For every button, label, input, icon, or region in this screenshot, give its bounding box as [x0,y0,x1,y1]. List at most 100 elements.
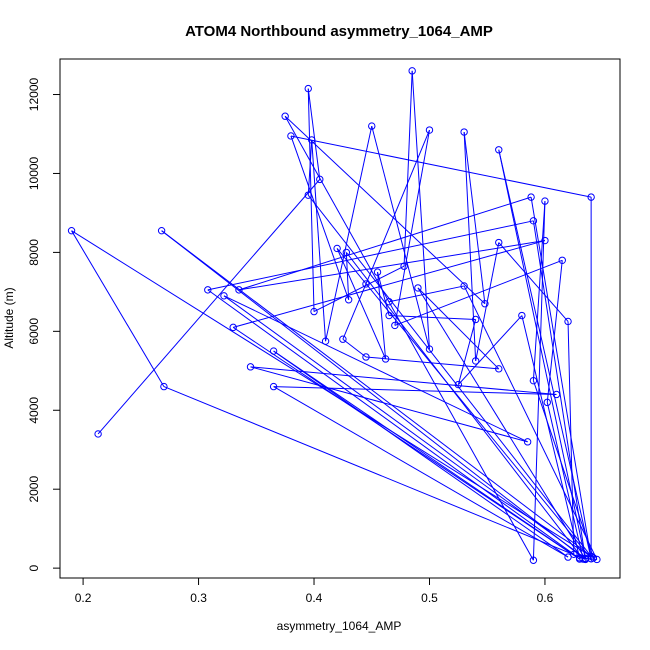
y-axis-label: Altitude (m) [2,287,16,348]
series-segment [532,201,546,561]
series-segment [342,338,367,358]
data-point [541,236,549,245]
series-segment [238,240,546,291]
data-point [157,226,166,235]
data-point [204,286,212,294]
series-segment [457,315,523,385]
series-segment [532,201,546,381]
data-point [333,244,341,253]
data-point [454,380,463,389]
data-point [518,311,526,320]
data-point [570,550,578,559]
data-point [579,555,587,563]
data-point [400,262,408,270]
series-segment [71,230,165,387]
series-segment [498,242,569,322]
x-tick-label: 0.6 [537,591,554,605]
data-point [246,363,255,371]
data-point [495,238,503,247]
data-point [593,555,601,564]
data-point [269,347,278,355]
series-segment [307,88,321,180]
data-point [425,126,434,134]
series-segment [223,295,586,559]
series-lines [71,70,598,561]
data-point [308,136,316,144]
data-point [373,268,382,276]
series-segment [530,197,592,559]
data-point [235,286,243,294]
data-point [94,430,102,438]
data-point [316,175,324,184]
series-segment [365,129,430,285]
data-point [587,193,595,201]
data-point [67,226,76,235]
data-point [362,353,370,361]
series-segment [532,380,594,559]
series-segment [273,350,569,558]
series-segment [417,287,586,560]
series-segment [273,386,569,558]
y-tick-label: 12000 [27,78,41,112]
data-point [362,280,370,288]
series-segment [223,295,528,443]
series-segment [207,220,534,291]
data-point [425,345,434,353]
data-point [391,321,399,330]
data-point [269,382,278,391]
series-segment [342,283,367,340]
series-segment [325,125,373,342]
series-segment [388,285,465,303]
data-point [471,315,480,324]
series-segment [394,129,430,326]
data-point [381,355,390,363]
series-segment [232,326,580,560]
data-point [339,335,347,343]
y-tick-label: 0 [27,564,41,571]
series-segment [313,265,405,313]
data-point [543,398,551,407]
series-segment [161,230,594,559]
x-tick-label: 0.2 [75,591,92,605]
series-points [67,67,601,564]
series-segment [290,135,592,198]
series-segment [207,289,575,555]
y-tick-label: 6000 [27,318,41,345]
series-segment [463,131,486,304]
data-point [304,191,312,199]
data-point [304,84,312,93]
series-segment [377,271,390,316]
chart-title: ATOM4 Northbound asymmetry_1064_AMP [185,23,493,40]
series-segment [521,315,581,558]
x-axis-label: asymmetry_1064_AMP [277,619,402,633]
data-point [344,296,353,304]
data-point [564,317,572,326]
data-point [575,554,584,562]
data-point [471,357,480,365]
series-segment [238,196,532,291]
data-point [321,337,330,345]
y-tick-label: 10000 [27,156,41,190]
data-point [281,112,289,120]
series-segment [394,259,563,326]
series-segment [336,248,387,360]
data-point [460,128,468,136]
series-segment [290,135,350,300]
series-segment [250,366,557,395]
series-segment [389,315,476,320]
series-segment [307,194,592,557]
data-point [310,307,318,316]
x-tick-label: 0.4 [306,591,323,605]
data-point [552,390,561,399]
series-segment [377,272,387,360]
series-segment [284,115,534,561]
data-point [414,284,422,292]
series-segment [284,115,486,305]
data-point [229,323,237,332]
y-tick-label: 8000 [27,239,41,266]
series-segment [163,386,586,560]
series-segment [273,386,557,395]
series-segment [546,260,563,403]
data-point [368,122,376,130]
